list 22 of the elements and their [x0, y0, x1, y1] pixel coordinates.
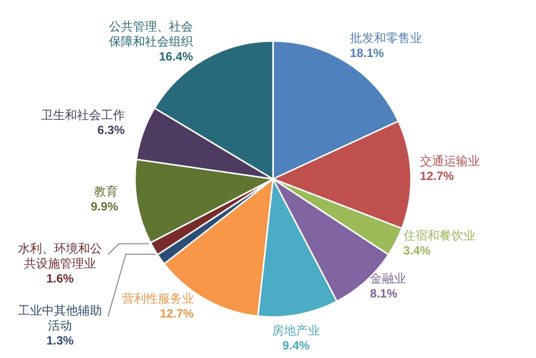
data-label: 12.7%: [420, 168, 454, 183]
slice-label: 营利性服务业: [122, 292, 194, 306]
data-label: 8.1%: [370, 286, 398, 301]
data-label: 6.3%: [97, 123, 126, 138]
data-label: 18.1%: [350, 46, 384, 60]
data-label: 9.4%: [282, 338, 310, 352]
slice-label: 卫生和社会工作: [40, 108, 125, 122]
slice-label: 批发和零售业: [350, 30, 422, 45]
data-label: 1.3%: [46, 334, 74, 348]
slice-label: 住宿和餐饮业: [402, 228, 476, 242]
slice-label: 工业中其他辅助活动: [18, 304, 102, 332]
slice-label: 金融业: [370, 272, 406, 286]
data-label: 1.6%: [46, 272, 74, 286]
slice-label: 交通运输业: [420, 154, 480, 168]
data-label: 12.7%: [160, 306, 194, 321]
slice-label: 房地产业: [272, 323, 320, 338]
data-label: 3.4%: [403, 243, 431, 258]
slice-label: 水利、环境和公共设施管理业: [18, 242, 102, 270]
slice-label: 教育: [94, 184, 118, 198]
slice-label: 公共管理、社会保障和社会组织: [109, 19, 194, 48]
data-label: 16.4%: [159, 49, 194, 64]
data-label: 9.9%: [90, 199, 118, 214]
